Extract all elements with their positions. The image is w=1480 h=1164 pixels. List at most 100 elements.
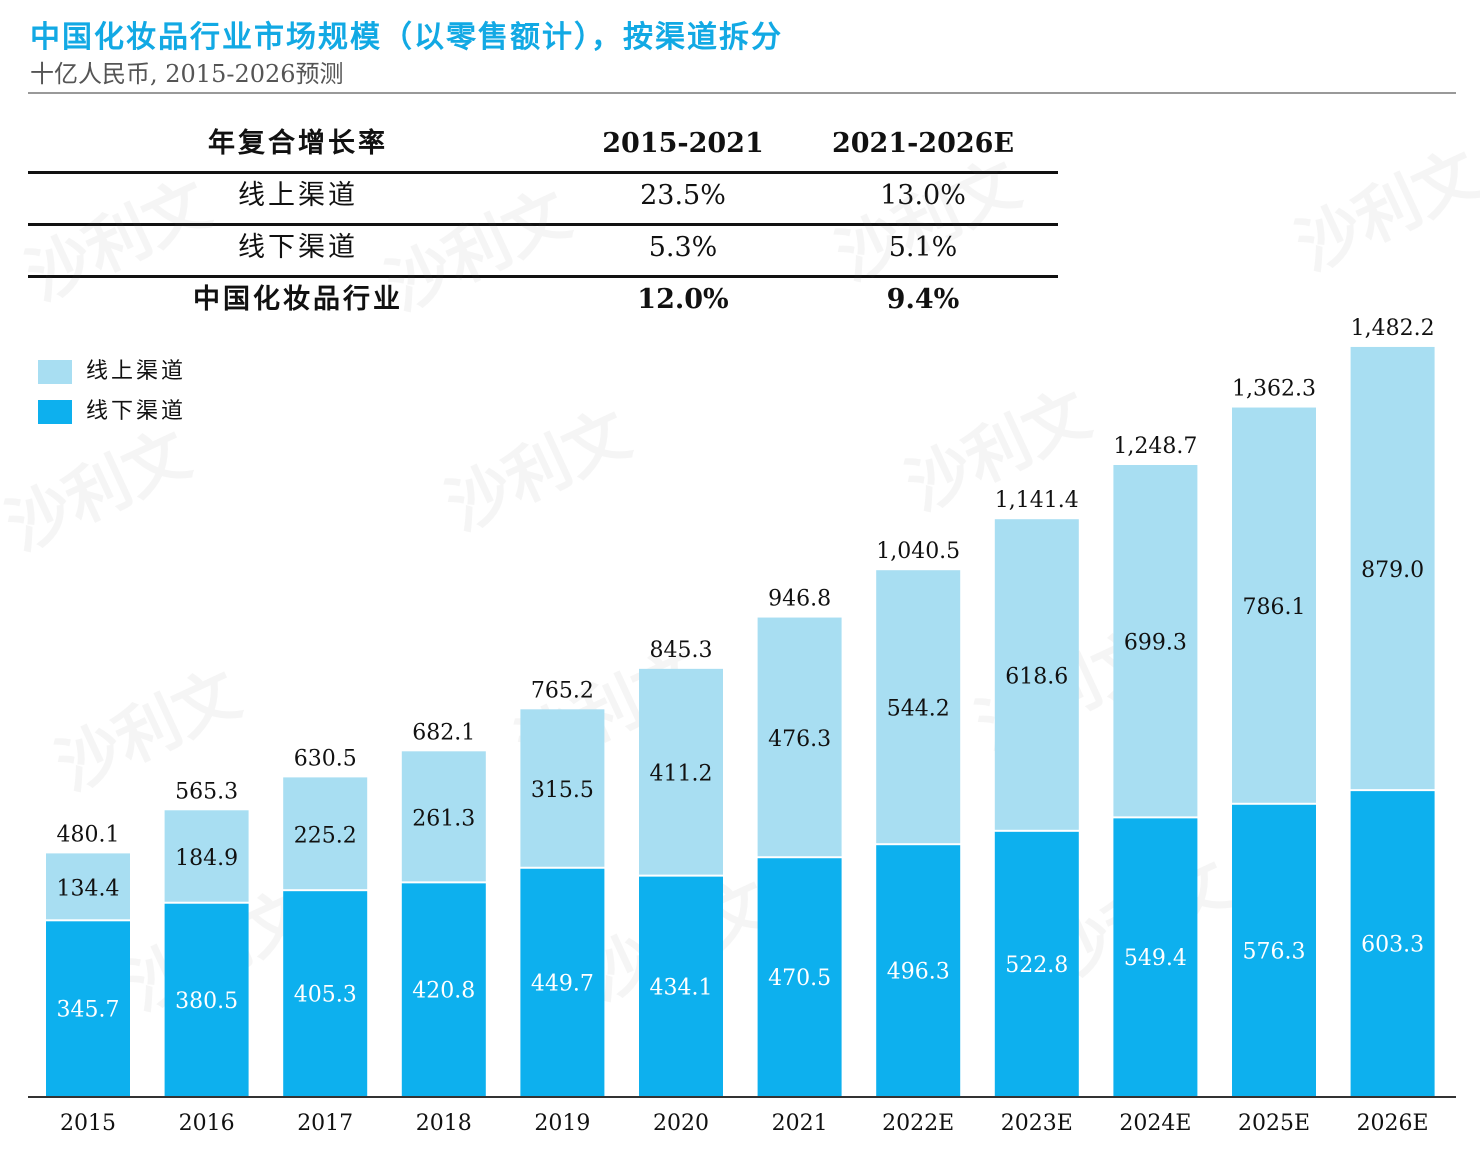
cagr-header-period-2: 2021-2026E xyxy=(831,128,1015,159)
data-label-offline: 603.3 xyxy=(1361,933,1424,958)
cagr-row-label: 线下渠道 xyxy=(238,232,358,263)
cagr-rule xyxy=(28,275,1058,278)
cagr-row-value: 12.0% xyxy=(637,284,729,315)
data-label-offline: 470.5 xyxy=(768,966,831,991)
cagr-row-label: 中国化妆品行业 xyxy=(193,284,403,315)
cagr-row-value: 5.3% xyxy=(648,232,718,263)
data-label-online: 261.3 xyxy=(412,806,475,831)
bar-online xyxy=(401,751,486,882)
data-label-offline: 420.8 xyxy=(412,979,475,1004)
bar-offline xyxy=(639,876,723,1096)
bar-offline xyxy=(401,883,486,1096)
cagr-row-total: 中国化妆品行业 12.0% 9.4% xyxy=(28,274,1058,326)
data-label-total: 565.3 xyxy=(175,779,238,804)
cagr-row-value: 13.0% xyxy=(880,180,966,211)
data-label-total: 1,040.5 xyxy=(876,539,960,564)
legend-label-offline: 线下渠道 xyxy=(86,399,187,424)
cagr-header-row: 年复合增长率 2015-2021 2021-2026E xyxy=(28,118,1058,170)
cagr-table: 年复合增长率 2015-2021 2021-2026E 线上渠道 23.5% 1… xyxy=(28,118,1058,326)
bar-offline xyxy=(876,845,961,1096)
x-tick-label: 2015 xyxy=(60,1111,116,1136)
data-label-offline: 496.3 xyxy=(887,960,950,985)
bar-online xyxy=(994,519,1079,830)
cagr-rule xyxy=(28,171,1058,174)
bar-online xyxy=(46,853,130,920)
bar-online xyxy=(757,617,842,857)
bar-offline xyxy=(1113,818,1198,1096)
cagr-row-value: 9.4% xyxy=(886,284,960,315)
cagr-row-label: 线上渠道 xyxy=(238,180,358,211)
data-label-offline: 449.7 xyxy=(531,971,594,996)
cagr-rule xyxy=(28,223,1058,226)
bar-offline xyxy=(757,858,842,1096)
data-label-total: 1,482.2 xyxy=(1351,316,1435,341)
cagr-header-period-1: 2015-2021 xyxy=(602,128,764,159)
bar-online xyxy=(1113,464,1198,817)
cagr-row-value: 23.5% xyxy=(640,180,726,211)
legend-label-online: 线上渠道 xyxy=(86,359,187,384)
data-label-online: 134.4 xyxy=(57,876,120,901)
bar-offline xyxy=(164,903,249,1096)
bar-offline xyxy=(1232,804,1316,1096)
data-label-offline: 549.4 xyxy=(1124,946,1187,971)
data-label-offline: 576.3 xyxy=(1243,939,1306,964)
bar-offline xyxy=(994,831,1079,1096)
data-label-online: 184.9 xyxy=(175,846,238,871)
data-label-online: 544.2 xyxy=(887,697,950,722)
bar-online xyxy=(520,709,605,867)
x-tick-label: 2022E xyxy=(882,1111,954,1136)
bar-offline xyxy=(46,921,130,1096)
x-tick-label: 2021 xyxy=(772,1111,828,1136)
data-label-online: 411.2 xyxy=(650,762,713,787)
cagr-row-online: 线上渠道 23.5% 13.0% xyxy=(28,170,1058,222)
x-tick-label: 2023E xyxy=(1001,1111,1073,1136)
cagr-row-value: 5.1% xyxy=(888,232,958,263)
data-label-offline: 522.8 xyxy=(1005,953,1068,978)
bar-offline xyxy=(520,868,605,1096)
data-label-total: 1,248.7 xyxy=(1113,434,1197,459)
data-label-online: 315.5 xyxy=(531,778,594,803)
data-label-total: 765.2 xyxy=(531,678,594,703)
legend-swatch-offline xyxy=(38,400,72,424)
data-label-offline: 345.7 xyxy=(57,998,120,1023)
data-label-total: 630.5 xyxy=(294,746,357,771)
chart-title: 中国化妆品行业市场规模（以零售额计），按渠道拆分 xyxy=(30,20,783,55)
data-label-online: 225.2 xyxy=(294,823,357,848)
bar-online xyxy=(164,810,249,902)
x-tick-label: 2018 xyxy=(416,1111,472,1136)
x-tick-label: 2019 xyxy=(534,1111,590,1136)
data-label-offline: 405.3 xyxy=(294,983,357,1008)
x-tick-label: 2020 xyxy=(653,1111,709,1136)
bar-offline xyxy=(1350,791,1435,1096)
data-label-total: 1,362.3 xyxy=(1232,377,1316,402)
bar-offline xyxy=(283,891,368,1096)
x-tick-label: 2026E xyxy=(1357,1111,1429,1136)
bar-online xyxy=(639,668,723,875)
data-label-total: 845.3 xyxy=(650,638,713,663)
data-label-online: 879.0 xyxy=(1361,558,1424,583)
data-label-total: 480.1 xyxy=(57,822,120,847)
x-tick-label: 2025E xyxy=(1238,1111,1310,1136)
data-label-total: 946.8 xyxy=(768,587,831,612)
cagr-row-offline: 线下渠道 5.3% 5.1% xyxy=(28,222,1058,274)
bar-online xyxy=(1350,346,1435,790)
data-label-offline: 434.1 xyxy=(650,975,713,1000)
chart-subtitle: 十亿人民币, 2015-2026预测 xyxy=(30,60,344,88)
x-tick-label: 2016 xyxy=(179,1111,235,1136)
header-divider xyxy=(28,92,1456,94)
data-label-online: 786.1 xyxy=(1243,595,1306,620)
legend-swatch-online xyxy=(38,360,72,384)
data-label-online: 618.6 xyxy=(1005,665,1068,690)
data-label-online: 476.3 xyxy=(768,727,831,752)
bar-online xyxy=(876,570,961,844)
data-label-total: 1,141.4 xyxy=(995,488,1079,513)
cagr-header-label: 年复合增长率 xyxy=(208,128,388,159)
x-tick-label: 2024E xyxy=(1119,1111,1191,1136)
data-label-offline: 380.5 xyxy=(175,989,238,1014)
x-tick-label: 2017 xyxy=(297,1111,353,1136)
data-label-total: 682.1 xyxy=(412,720,475,745)
bar-online xyxy=(1232,407,1316,803)
data-label-online: 699.3 xyxy=(1124,631,1187,656)
bar-online xyxy=(283,777,368,890)
